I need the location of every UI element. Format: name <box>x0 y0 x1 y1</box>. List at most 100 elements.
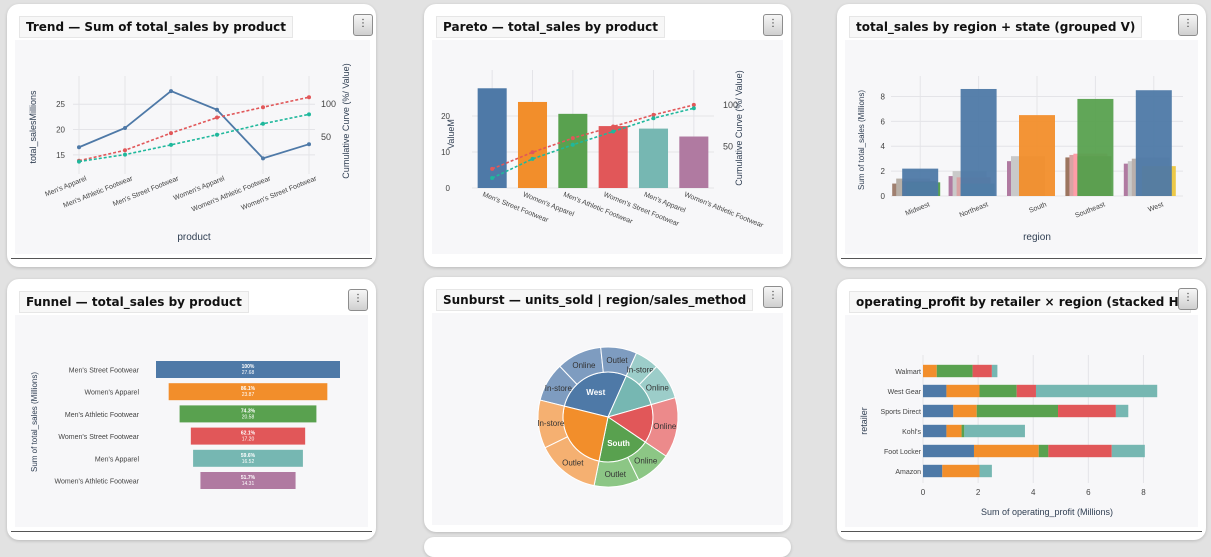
y2-tick-label: 100 <box>723 100 738 110</box>
data-point <box>307 95 311 100</box>
data-point <box>611 124 616 129</box>
y-tick-label: 4 <box>881 142 886 151</box>
y2-axis-label: Cumulative Curve (%/ Value) <box>734 70 744 185</box>
x-axis-label: region <box>1023 232 1051 243</box>
y-axis-label: Sum of total_sales (Millions) <box>30 372 39 472</box>
bar-segment <box>961 424 965 438</box>
bar <box>1135 90 1172 196</box>
card-menu-button[interactable]: ⋮ <box>348 289 368 311</box>
x-tick-label: 4 <box>1031 488 1036 497</box>
funnel-pct-label: 100% <box>242 364 255 370</box>
bar <box>477 88 507 188</box>
x-tick-label: West <box>1147 201 1164 213</box>
sunburst-outer-label: In-store <box>537 419 565 428</box>
y-tick-label: 25 <box>56 100 65 109</box>
data-point <box>169 142 173 147</box>
bar <box>517 101 548 188</box>
funnel-value-label: 14.31 <box>242 481 255 487</box>
bar <box>638 128 669 188</box>
card-menu-button[interactable]: ⋮ <box>1178 14 1198 36</box>
card-menu-button[interactable]: ⋮ <box>353 14 373 36</box>
x-tick-label: South <box>1028 201 1048 214</box>
y-tick-label: 0 <box>446 184 451 193</box>
data-point <box>215 132 219 137</box>
sunburst-outer-label: Online <box>634 456 658 465</box>
grouped-bar-card: total_sales by region + state (grouped V… <box>837 4 1206 267</box>
funnel-value-label: 20.58 <box>242 414 255 420</box>
bar <box>960 88 997 196</box>
data-point <box>123 152 127 157</box>
funnel-value-label: 17.20 <box>242 437 255 443</box>
y-axis-label: Sum of total_sales (Millions) <box>857 90 866 190</box>
bar-segment <box>1035 384 1158 398</box>
y-axis-label: retailer <box>859 407 869 435</box>
x-tick-label: 0 <box>921 488 926 497</box>
series-line <box>78 113 310 163</box>
sunburst-outer-label: Outlet <box>606 356 628 365</box>
bar-segment <box>946 384 980 398</box>
data-point <box>307 112 311 117</box>
partial-card <box>424 537 791 557</box>
bar-segment <box>976 404 1059 418</box>
stacked-bar-card: operating_profit by retailer × region (s… <box>837 279 1206 540</box>
x-tick-label: Men's Street Footwear <box>481 191 549 224</box>
x-tick-label: Northeast <box>959 201 990 219</box>
sunburst-outer-label: Outlet <box>605 470 627 479</box>
sunburst-outer-label: Online <box>646 383 670 392</box>
x-tick-label: 8 <box>1141 488 1146 497</box>
y-tick-label: Women's Apparel <box>84 390 139 397</box>
x-tick-label: Men's Athletic Footwear <box>562 191 634 225</box>
sunburst-outer-label: Outlet <box>562 458 584 467</box>
funnel-pct-label: 51.7% <box>241 475 256 481</box>
funnel-pct-label: 62.1% <box>241 431 256 437</box>
y-tick-label: Women's Athletic Footwear <box>55 479 140 486</box>
funnel-bar <box>190 427 306 445</box>
funnel-bar <box>193 449 303 467</box>
funnel-value-label: 23.87 <box>242 392 255 398</box>
sunburst-outer-label: Online <box>572 361 596 370</box>
bar-segment <box>1111 444 1145 458</box>
y-tick-label: 10 <box>441 148 450 157</box>
pareto-chart: 0 10 20 50 100 ValueM Cumulative Curve (%/ Val… <box>441 70 765 230</box>
y-tick-label: Men's Athletic Footwear <box>65 412 140 419</box>
bar-segment <box>973 444 1039 458</box>
y-tick-label: Sports Direct <box>881 409 922 416</box>
sunburst-inner-label: West <box>586 388 605 397</box>
y2-tick-label: 50 <box>321 132 331 142</box>
bar-segment <box>972 364 992 378</box>
y-tick-label: Women's Street Footwear <box>58 434 139 441</box>
data-point <box>261 156 265 161</box>
data-point <box>611 129 616 134</box>
card-menu-button[interactable]: ⋮ <box>1178 288 1198 310</box>
bar-segment <box>923 364 937 378</box>
data-point <box>651 116 656 121</box>
data-point <box>570 142 575 147</box>
card-menu-button[interactable]: ⋮ <box>763 14 783 36</box>
y-tick-label: 8 <box>881 92 886 101</box>
card-title: operating_profit by retailer × region (s… <box>849 291 1192 313</box>
data-point <box>570 136 575 141</box>
bar-segment <box>1058 404 1116 418</box>
card-menu-button[interactable]: ⋮ <box>763 286 783 308</box>
bar-segment <box>979 464 992 478</box>
bar-segment <box>923 424 947 438</box>
bar <box>1019 115 1055 196</box>
funnel-bar <box>168 383 328 401</box>
y-tick-label: 20 <box>441 112 450 121</box>
funnel-pct-label: 74.3% <box>241 408 256 414</box>
card-title: Pareto — total_sales by product <box>436 16 666 38</box>
funnel-value-label: 16.52 <box>242 459 255 465</box>
cumulative-line <box>491 107 695 179</box>
bar <box>679 136 709 188</box>
data-point <box>530 150 535 155</box>
card-title: Funnel — total_sales by product <box>19 291 249 313</box>
y-tick-label: 0 <box>881 192 886 201</box>
data-point <box>651 112 656 117</box>
x-axis-label: Sum of operating_profit (Millions) <box>981 507 1113 517</box>
y-tick-label: Kohl's <box>902 429 921 436</box>
sunburst-outer-label: In-store <box>627 365 655 374</box>
sunburst-inner-label: South <box>607 439 630 448</box>
series-line <box>78 90 310 160</box>
x-axis-label: product <box>177 232 211 243</box>
data-point <box>215 107 219 112</box>
